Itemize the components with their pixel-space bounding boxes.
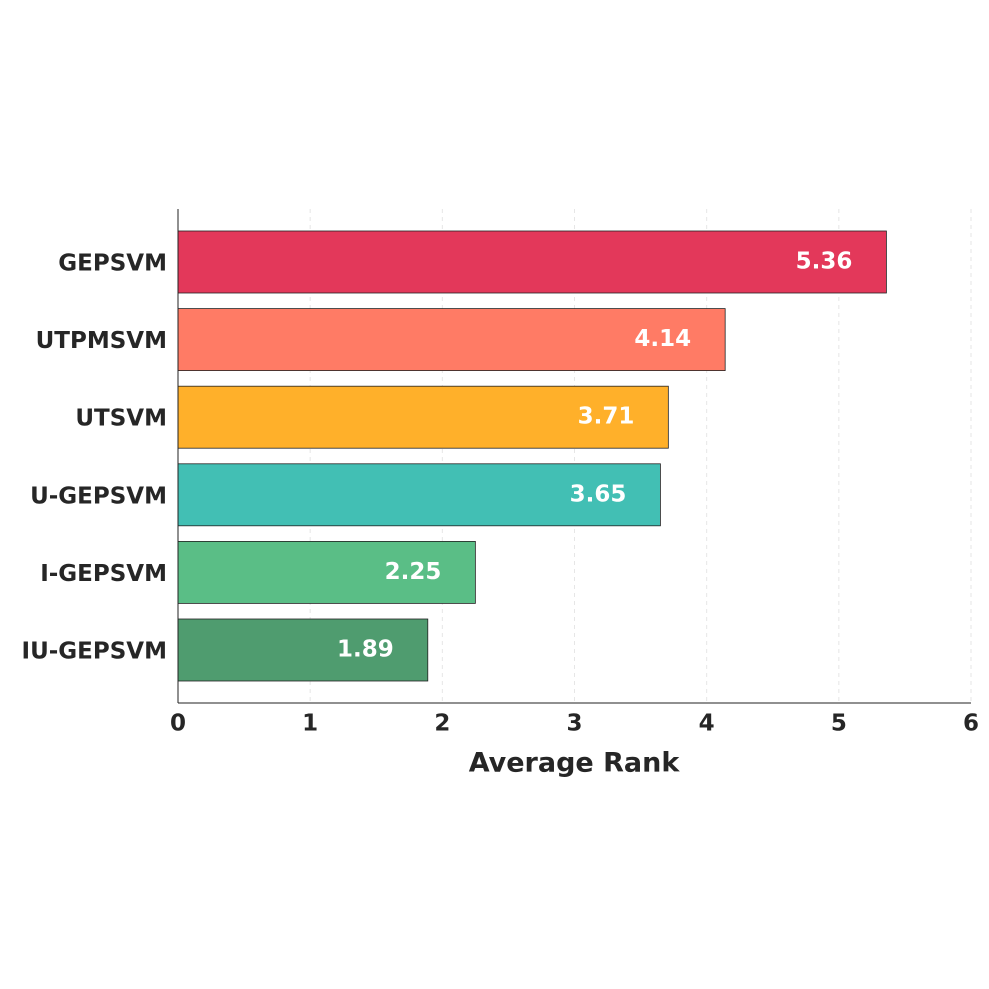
x-tick-label: 0 [170,711,186,737]
bar [177,541,476,604]
x-tick-label: 6 [963,711,979,737]
bar [177,463,661,527]
x-tick-label: 3 [566,711,582,737]
x-axis-label: Average Rank [469,748,681,779]
x-tick-label: 1 [302,711,318,737]
x-tick-label: 2 [434,711,450,737]
value-label: 3.71 [578,404,635,430]
x-tick-label: 4 [699,711,715,737]
value-label: 4.14 [634,326,691,352]
bar [177,385,669,449]
y-tick-label: I-GEPSVM [40,561,167,587]
y-tick-label: U-GEPSVM [30,483,167,509]
y-tick-label: GEPSVM [58,251,167,277]
y-tick-label: UTSVM [75,406,167,432]
value-label: 3.65 [570,481,627,507]
bar [177,618,429,682]
y-tick-label: IU-GEPSVM [22,639,167,665]
x-tick-label: 5 [831,711,847,737]
y-tick-label: UTPMSVM [36,328,167,354]
value-label: 2.25 [385,559,442,585]
value-label: 5.36 [796,249,853,275]
bar [177,230,887,294]
bar [177,308,726,372]
value-label: 1.89 [337,637,394,663]
